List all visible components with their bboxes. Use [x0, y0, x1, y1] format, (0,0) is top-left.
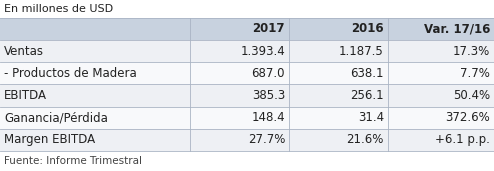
Text: 17.3%: 17.3%	[453, 45, 490, 58]
Text: 687.0: 687.0	[251, 67, 285, 80]
Bar	[0, 129, 494, 151]
Text: Ventas: Ventas	[4, 45, 44, 58]
Text: 2016: 2016	[351, 23, 384, 36]
Bar	[0, 107, 494, 129]
Text: 50.4%: 50.4%	[453, 89, 490, 102]
Text: 638.1: 638.1	[350, 67, 384, 80]
Text: 1.393.4: 1.393.4	[240, 45, 285, 58]
Bar	[388, 18, 494, 40]
Bar	[0, 62, 494, 84]
Bar	[190, 18, 289, 40]
Text: +6.1 p.p.: +6.1 p.p.	[435, 133, 490, 146]
Text: 2017: 2017	[252, 23, 285, 36]
Text: 27.7%: 27.7%	[247, 133, 285, 146]
Text: 31.4: 31.4	[358, 111, 384, 124]
Text: 7.7%: 7.7%	[460, 67, 490, 80]
Text: EBITDA: EBITDA	[4, 89, 47, 102]
Text: 21.6%: 21.6%	[346, 133, 384, 146]
Text: 372.6%: 372.6%	[445, 111, 490, 124]
Text: 256.1: 256.1	[350, 89, 384, 102]
Text: Margen EBITDA: Margen EBITDA	[4, 133, 95, 146]
Text: 148.4: 148.4	[251, 111, 285, 124]
Text: Fuente: Informe Trimestral: Fuente: Informe Trimestral	[4, 156, 142, 166]
Text: En millones de USD: En millones de USD	[4, 4, 113, 14]
Text: - Productos de Madera: - Productos de Madera	[4, 67, 137, 80]
Text: Ganancia/Pérdida: Ganancia/Pérdida	[4, 111, 108, 124]
Bar	[0, 84, 494, 107]
Bar	[0, 18, 190, 40]
Text: 385.3: 385.3	[252, 89, 285, 102]
Text: 1.187.5: 1.187.5	[339, 45, 384, 58]
Text: Var. 17/16: Var. 17/16	[424, 23, 490, 36]
Bar	[0, 40, 494, 62]
Bar	[289, 18, 388, 40]
